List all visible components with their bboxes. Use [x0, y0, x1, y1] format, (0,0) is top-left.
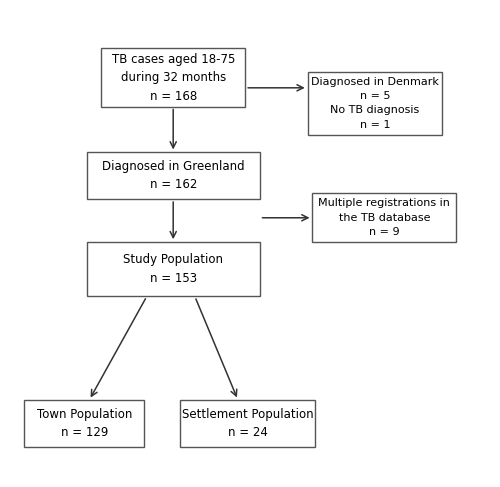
Text: Diagnosed in Denmark
n = 5
No TB diagnosis
n = 1: Diagnosed in Denmark n = 5 No TB diagnos… [311, 76, 438, 130]
FancyBboxPatch shape [87, 243, 260, 296]
FancyBboxPatch shape [24, 400, 144, 447]
FancyBboxPatch shape [312, 193, 456, 243]
Text: Diagnosed in Greenland
n = 162: Diagnosed in Greenland n = 162 [102, 160, 245, 191]
FancyBboxPatch shape [101, 48, 245, 107]
Text: Multiple registrations in
the TB database
n = 9: Multiple registrations in the TB databas… [318, 198, 450, 237]
Text: Settlement Population
n = 24: Settlement Population n = 24 [182, 408, 314, 439]
FancyBboxPatch shape [180, 400, 315, 447]
Text: Town Population
n = 129: Town Population n = 129 [36, 408, 132, 439]
FancyBboxPatch shape [87, 152, 260, 199]
FancyBboxPatch shape [308, 72, 442, 135]
Text: Study Population
n = 153: Study Population n = 153 [123, 253, 223, 285]
Text: TB cases aged 18-75
during 32 months
n = 168: TB cases aged 18-75 during 32 months n =… [112, 53, 235, 103]
